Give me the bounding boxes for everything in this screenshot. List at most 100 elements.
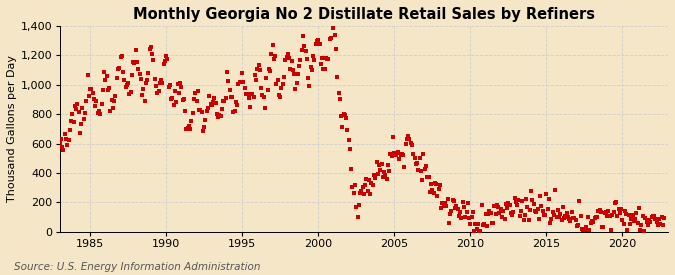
Point (418, 152, 429, 157)
Point (481, 224, 492, 228)
Point (427, 188, 437, 192)
Point (232, 103, 242, 107)
Point (204, 94, 215, 98)
Point (545, 221, 556, 226)
Point (361, 177, 372, 182)
Point (107, 106, 118, 111)
Point (285, 67, 296, 72)
Point (286, 59, 297, 63)
Point (592, 215, 603, 219)
Point (91, 98, 102, 103)
Point (655, 221, 666, 226)
Point (136, 77, 146, 81)
Point (499, 216, 510, 221)
Point (393, 149, 404, 154)
Point (422, 175, 433, 179)
Point (328, 26, 339, 31)
Point (403, 133, 414, 138)
Point (250, 73, 261, 77)
Point (520, 197, 531, 201)
Point (572, 224, 583, 228)
Point (117, 70, 128, 74)
Point (312, 39, 323, 43)
Point (105, 109, 116, 113)
Point (608, 210, 619, 214)
Point (373, 171, 383, 176)
Point (624, 222, 635, 226)
Point (140, 81, 151, 85)
Point (103, 88, 113, 92)
Point (159, 59, 170, 63)
Point (367, 182, 378, 187)
Point (479, 222, 489, 227)
Point (572, 223, 583, 228)
Point (230, 100, 241, 104)
Point (396, 152, 407, 156)
Point (322, 57, 333, 62)
Point (116, 54, 127, 58)
Point (646, 214, 657, 219)
Point (113, 67, 124, 72)
Point (139, 98, 150, 103)
Point (527, 198, 538, 202)
Point (188, 97, 199, 101)
Point (587, 219, 597, 223)
Point (618, 222, 629, 226)
Point (101, 74, 112, 78)
Point (464, 216, 475, 220)
Point (215, 114, 226, 119)
Point (454, 213, 464, 218)
Title: Monthly Georgia No 2 Distillate Retail Sales by Refiners: Monthly Georgia No 2 Distillate Retail S… (133, 7, 595, 22)
Point (178, 97, 189, 101)
Point (309, 57, 320, 62)
Point (314, 42, 325, 46)
Point (302, 57, 313, 61)
Point (468, 210, 479, 214)
Point (227, 95, 238, 99)
Point (597, 225, 608, 230)
Point (653, 223, 664, 227)
Point (490, 212, 501, 216)
Point (489, 204, 500, 208)
Point (377, 175, 388, 179)
Point (518, 218, 529, 222)
Point (273, 93, 284, 97)
Point (272, 78, 283, 82)
Point (599, 211, 610, 215)
Point (250, 78, 261, 82)
Point (260, 106, 271, 110)
Point (504, 202, 515, 207)
Point (181, 127, 192, 131)
Point (458, 200, 468, 204)
Point (470, 222, 481, 226)
Point (166, 97, 177, 101)
Point (265, 69, 275, 73)
Point (136, 93, 147, 98)
Point (404, 137, 415, 141)
Point (443, 221, 454, 225)
Point (456, 216, 467, 220)
Point (376, 161, 387, 166)
Point (354, 203, 364, 207)
Point (340, 113, 350, 118)
Point (487, 221, 497, 225)
Point (90, 104, 101, 109)
Point (167, 96, 178, 101)
Point (163, 85, 174, 89)
Point (574, 199, 585, 203)
Point (364, 192, 375, 196)
Point (54, 141, 65, 145)
Point (532, 207, 543, 211)
Point (375, 168, 385, 173)
Point (448, 198, 458, 202)
Point (555, 212, 566, 216)
Point (458, 205, 469, 210)
Point (207, 103, 217, 107)
Point (468, 229, 479, 233)
Point (96, 102, 107, 107)
Point (281, 55, 292, 60)
Point (593, 209, 603, 213)
Point (242, 92, 252, 97)
Point (99, 70, 109, 75)
Point (535, 194, 545, 198)
